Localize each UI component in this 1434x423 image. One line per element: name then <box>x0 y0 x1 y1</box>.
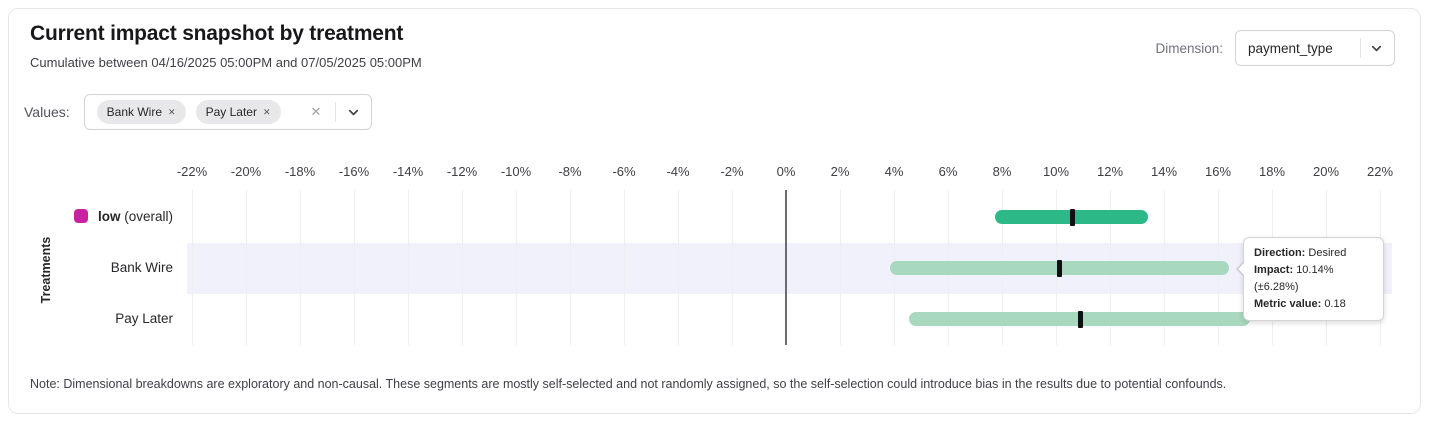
x-tick-label: -4% <box>666 164 690 179</box>
chip-label: Bank Wire <box>106 105 163 119</box>
zero-axis-line <box>785 190 787 345</box>
clear-values-icon[interactable]: ✕ <box>310 104 322 119</box>
x-tick-label: 22% <box>1366 164 1394 179</box>
chip-label: Pay Later <box>205 105 257 119</box>
tooltip-impact-row: Impact: 10.14% (±6.28%) <box>1254 262 1373 296</box>
gridline <box>192 190 193 345</box>
x-tick-label: 14% <box>1150 164 1178 179</box>
values-multiselect[interactable]: Bank Wire ✕ Pay Later ✕ ✕ <box>83 94 373 130</box>
gridline <box>678 190 679 345</box>
gridline <box>624 190 625 345</box>
chip-remove-icon[interactable]: ✕ <box>262 106 271 117</box>
x-tick-label: -10% <box>500 164 532 179</box>
value-chip[interactable]: Bank Wire ✕ <box>96 100 186 124</box>
value-chip[interactable]: Pay Later ✕ <box>195 100 281 124</box>
impact-snapshot-card <box>8 8 1421 414</box>
impact-point-marker <box>1057 259 1063 277</box>
x-tick-label: -12% <box>446 164 478 179</box>
select-divider <box>1360 38 1361 58</box>
x-tick-label: -18% <box>284 164 316 179</box>
gridline <box>354 190 355 345</box>
note-text: Note: Dimensional breakdowns are explora… <box>30 377 1227 391</box>
gridline <box>246 190 247 345</box>
x-tick-label: -2% <box>720 164 744 179</box>
x-tick-label: 0% <box>776 164 796 179</box>
select-divider <box>335 102 337 122</box>
tooltip-impact-label: Impact: <box>1254 264 1294 276</box>
x-tick-label: 18% <box>1258 164 1286 179</box>
chevron-down-icon[interactable] <box>346 105 361 120</box>
gridline <box>300 190 301 345</box>
dimension-label: Dimension: <box>1155 40 1223 56</box>
tooltip: Direction: Desired Impact: 10.14% (±6.28… <box>1236 237 1384 321</box>
x-tick-label: -20% <box>230 164 262 179</box>
gridline <box>840 190 841 345</box>
tooltip-metric-label: Metric value: <box>1254 298 1322 310</box>
x-tick-label: 6% <box>938 164 958 179</box>
tooltip-direction-label: Direction: <box>1254 247 1306 259</box>
x-tick-label: 20% <box>1312 164 1340 179</box>
gridline <box>516 190 517 345</box>
gridline <box>408 190 409 345</box>
x-tick-label: -22% <box>176 164 208 179</box>
date-range-subtitle: Cumulative between 04/16/2025 05:00PM an… <box>30 55 422 70</box>
chip-remove-icon[interactable]: ✕ <box>168 106 176 117</box>
page-title: Current impact snapshot by treatment <box>30 22 404 45</box>
impact-point-marker <box>1069 208 1075 226</box>
x-tick-label: 4% <box>884 164 904 179</box>
treatment-name: Pay Later <box>115 311 173 326</box>
x-tick-label: -14% <box>392 164 424 179</box>
tooltip-direction-value: Desired <box>1308 247 1347 259</box>
values-label: Values: <box>24 104 70 120</box>
treatment-name: Bank Wire <box>110 260 173 275</box>
treatment-name: low <box>97 209 121 224</box>
gridline <box>462 190 463 345</box>
impact-point-marker <box>1077 310 1083 328</box>
x-tick-label: 2% <box>830 164 850 179</box>
x-tick-label: 12% <box>1096 164 1124 179</box>
x-tick-label: -16% <box>338 164 370 179</box>
dimension-control: Dimension: payment_type <box>1155 30 1395 66</box>
chevron-down-icon <box>1369 41 1384 56</box>
tooltip-impact-value: 10.14% (±6.28%) <box>1254 264 1334 293</box>
treatment-row-label: Bank Wire <box>30 259 173 277</box>
tooltip-metric-value: 0.18 <box>1324 298 1346 310</box>
chips-container: Bank Wire ✕ Pay Later ✕ <box>96 100 281 124</box>
treatment-row-label: Pay Later <box>30 310 173 328</box>
gridline <box>732 190 733 345</box>
treatment-row-label: low (overall) <box>30 208 173 226</box>
tooltip-metric-row: Metric value: 0.18 <box>1254 296 1373 313</box>
x-tick-label: -6% <box>612 164 636 179</box>
x-tick-label: 10% <box>1042 164 1070 179</box>
x-tick-label: -8% <box>558 164 582 179</box>
tooltip-direction-row: Direction: Desired <box>1254 245 1373 262</box>
gridline <box>570 190 571 345</box>
values-filter-row: Values: Bank Wire ✕ Pay Later ✕ ✕ <box>24 94 373 130</box>
x-tick-label: 16% <box>1204 164 1232 179</box>
overall-legend-swatch <box>73 209 88 223</box>
dimension-select-value: payment_type <box>1248 40 1333 56</box>
treatment-name-suffix: (overall) <box>120 209 173 224</box>
x-tick-label: 8% <box>992 164 1012 179</box>
dimension-select[interactable]: payment_type <box>1235 30 1395 66</box>
